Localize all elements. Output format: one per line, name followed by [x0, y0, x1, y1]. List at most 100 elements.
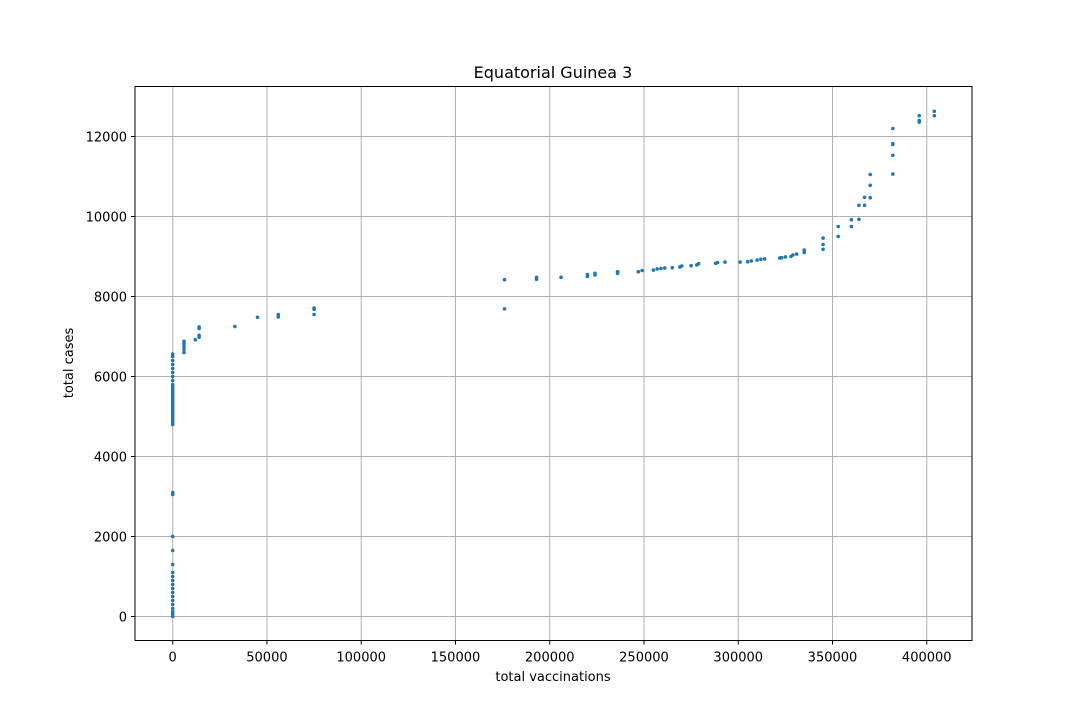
- data-point: [585, 272, 590, 277]
- data-point: [891, 141, 895, 146]
- data-point: [182, 347, 186, 352]
- data-point: [762, 257, 767, 261]
- data-point: [170, 366, 175, 371]
- data-point: [170, 370, 175, 375]
- data-point: [233, 324, 237, 329]
- data-point: [170, 358, 175, 363]
- data-point: [836, 234, 840, 239]
- data-point: [170, 374, 175, 379]
- data-point: [755, 258, 759, 262]
- data-point: [170, 378, 175, 383]
- x-tick-label: 300000: [713, 651, 763, 666]
- data-point: [917, 113, 922, 118]
- data-point: [312, 306, 316, 310]
- data-point: [170, 548, 175, 553]
- data-point: [170, 382, 175, 387]
- y-tick-label: 2000: [94, 531, 127, 546]
- data-point: [170, 352, 175, 356]
- data-point: [723, 260, 727, 264]
- data-point: [659, 266, 663, 271]
- data-point: [193, 337, 198, 342]
- data-point: [502, 307, 507, 311]
- data-point: [783, 255, 788, 259]
- y-tick-label: 8000: [94, 291, 127, 306]
- axis-ticks: 0 50000 100000 150000 200000 250000 300000 3500…: [86, 131, 952, 666]
- y-axis-label: total cases: [62, 328, 77, 399]
- x-tick-label: 200000: [525, 651, 575, 666]
- x-tick-label: 0: [169, 651, 177, 666]
- data-point: [821, 242, 825, 247]
- data-point: [932, 113, 937, 118]
- data-point: [559, 275, 563, 280]
- data-point: [170, 598, 175, 603]
- chart-title: Equatorial Guinea 3: [474, 63, 633, 82]
- data-point: [759, 257, 763, 262]
- scatter-points: [170, 109, 937, 619]
- x-tick-label: 250000: [619, 651, 669, 666]
- data-point: [849, 217, 854, 222]
- data-point: [640, 268, 644, 273]
- data-point: [791, 253, 795, 257]
- grid: [135, 86, 972, 641]
- data-point: [738, 260, 742, 264]
- x-tick-label: 50000: [246, 651, 287, 666]
- data-point: [794, 252, 799, 256]
- data-point: [534, 275, 539, 280]
- data-point: [662, 266, 667, 270]
- x-tick-label: 150000: [431, 651, 481, 666]
- data-point: [932, 109, 937, 114]
- y-tick-label: 10000: [86, 211, 127, 226]
- data-point: [170, 582, 175, 587]
- data-point: [857, 217, 861, 222]
- data-point: [170, 578, 175, 583]
- data-point: [170, 562, 175, 567]
- y-tick-label: 4000: [94, 451, 127, 466]
- data-point: [715, 260, 720, 265]
- data-point: [197, 325, 201, 329]
- data-point: [670, 265, 675, 270]
- data-point: [170, 602, 175, 607]
- data-point: [502, 277, 507, 282]
- data-point: [868, 172, 873, 177]
- data-point: [651, 268, 656, 272]
- x-tick-label: 400000: [902, 651, 952, 666]
- data-point: [862, 195, 867, 200]
- data-point: [182, 339, 186, 344]
- x-tick-label: 350000: [808, 651, 858, 666]
- data-point: [197, 333, 201, 338]
- data-point: [615, 269, 620, 274]
- data-point: [170, 586, 175, 591]
- data-point: [170, 490, 175, 495]
- data-point: [312, 312, 316, 317]
- data-point: [868, 195, 873, 200]
- data-point: [779, 255, 784, 260]
- data-point: [170, 570, 175, 575]
- data-point: [857, 203, 861, 208]
- data-point: [170, 534, 175, 539]
- data-point: [182, 350, 186, 355]
- data-point: [655, 267, 659, 271]
- data-point: [749, 259, 754, 263]
- data-point: [170, 594, 175, 599]
- data-point: [891, 153, 895, 158]
- plot-area-frame: [134, 86, 973, 641]
- data-point: [679, 264, 684, 268]
- data-point: [802, 248, 807, 252]
- data-point: [170, 362, 175, 367]
- data-point: [868, 183, 873, 188]
- data-point: [862, 203, 867, 208]
- data-point: [170, 606, 175, 611]
- data-point: [836, 224, 840, 229]
- data-point: [170, 574, 175, 579]
- x-tick-label: 100000: [336, 651, 386, 666]
- data-point: [689, 263, 693, 268]
- data-point: [745, 259, 750, 264]
- data-point: [849, 224, 854, 229]
- x-axis-label: total vaccinations: [495, 670, 611, 685]
- data-point: [696, 261, 701, 266]
- data-point: [170, 609, 175, 614]
- y-tick-label: 0: [119, 611, 127, 626]
- y-tick-label: 12000: [86, 131, 127, 146]
- y-tick-label: 6000: [94, 371, 127, 386]
